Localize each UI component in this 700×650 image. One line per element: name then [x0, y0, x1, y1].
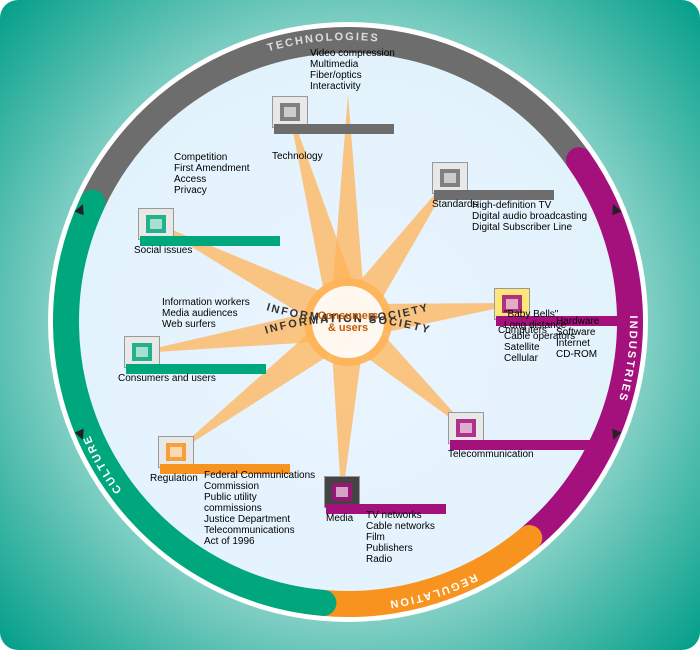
media-caption: Media: [326, 514, 353, 525]
media-item: Film: [366, 532, 435, 543]
telecommunication-items: "Baby Bells"Long distanceCable operators…: [504, 309, 575, 364]
technology-item: Fiber/optics: [310, 70, 395, 81]
media-item: TV networks: [366, 510, 435, 521]
consumers-item: Information workers: [162, 297, 250, 308]
telecommunication-item: Cable operators: [504, 331, 575, 342]
technology-item: Multimedia: [310, 59, 395, 70]
consumers-item: Web surfers: [162, 319, 250, 330]
social-caption: Social issues: [134, 246, 192, 257]
center-label: Consumers& users: [310, 310, 386, 334]
center-label-b: & users: [328, 322, 368, 334]
telecommunication-item: Satellite: [504, 342, 575, 353]
consumers-items: Information workersMedia audiencesWeb su…: [162, 297, 250, 330]
regulation-caption: Regulation: [150, 474, 198, 485]
telecommunication-item: "Baby Bells": [504, 309, 575, 320]
technology-item: Interactivity: [310, 81, 395, 92]
standards-items: High-definition TVDigital audio broadcas…: [472, 200, 587, 233]
standards-item: Digital audio broadcasting: [472, 211, 587, 222]
technology-caption: Technology: [272, 152, 323, 163]
telecommunication-caption: Telecommunication: [448, 450, 534, 461]
technology-items: Video compressionMultimediaFiber/opticsI…: [310, 48, 395, 92]
telecommunication-item: Cellular: [504, 353, 575, 364]
consumers-item: Media audiences: [162, 308, 250, 319]
regulation-items: Federal Communications CommissionPublic …: [204, 470, 315, 547]
center-label-a: Consumers: [318, 310, 379, 322]
diagram-canvas: TECHNOLOGIESINDUSTRIESREGULATIONCULTUREI…: [0, 0, 700, 650]
regulation-item: Public utility: [204, 492, 315, 503]
standards-item: Digital Subscriber Line: [472, 222, 587, 233]
technology-bar: [274, 124, 394, 134]
regulation-item: Justice Department: [204, 514, 315, 525]
media-items: TV networksCable networksFilmPublishersR…: [366, 510, 435, 565]
regulation-item: Act of 1996: [204, 536, 315, 547]
regulation-item: Telecommunications: [204, 525, 315, 536]
technology-item: Video compression: [310, 48, 395, 59]
regulation-item: Commission: [204, 481, 315, 492]
regulation-item: commissions: [204, 503, 315, 514]
media-item: Cable networks: [366, 521, 435, 532]
social-item: First Amendment: [174, 163, 250, 174]
social-item: Privacy: [174, 185, 250, 196]
media-item: Radio: [366, 554, 435, 565]
consumers-caption: Consumers and users: [118, 374, 216, 385]
media-item: Publishers: [366, 543, 435, 554]
standards-caption: Standards: [432, 200, 478, 211]
social-item: Access: [174, 174, 250, 185]
social-items: CompetitionFirst AmendmentAccessPrivacy: [174, 152, 250, 196]
social-item: Competition: [174, 152, 250, 163]
regulation-item: Federal Communications: [204, 470, 315, 481]
standards-item: High-definition TV: [472, 200, 587, 211]
telecommunication-item: Long distance: [504, 320, 575, 331]
